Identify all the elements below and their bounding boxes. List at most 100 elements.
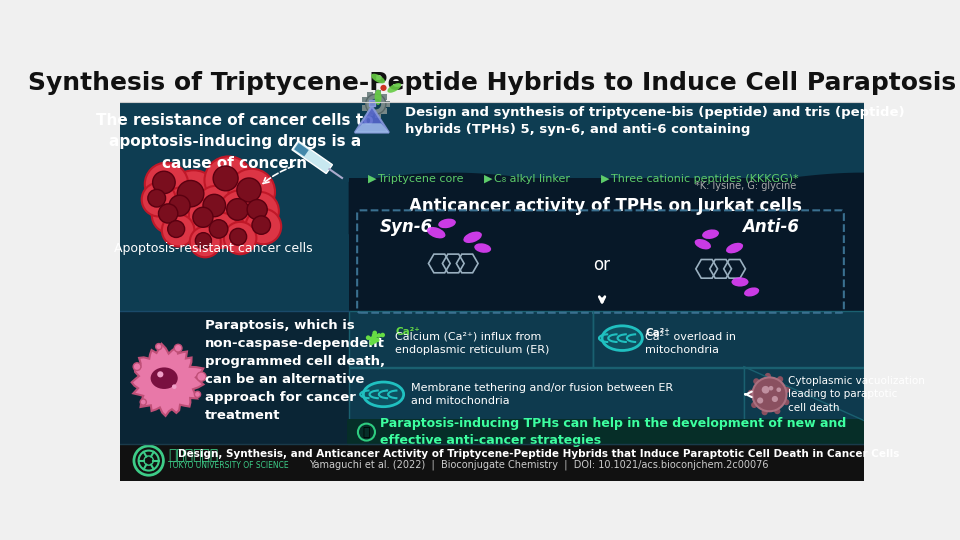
Circle shape (373, 334, 377, 338)
Circle shape (372, 339, 376, 344)
Circle shape (371, 99, 381, 110)
Ellipse shape (695, 239, 711, 249)
Circle shape (194, 392, 201, 397)
Circle shape (213, 166, 238, 191)
Ellipse shape (744, 287, 759, 296)
FancyBboxPatch shape (368, 92, 373, 98)
Text: Ca²⁺: Ca²⁺ (645, 328, 670, 338)
Text: Anti-6: Anti-6 (742, 218, 800, 235)
Circle shape (157, 372, 163, 377)
Text: Paraptosis-inducing TPHs can help in the development of new and
effective anti-c: Paraptosis-inducing TPHs can help in the… (380, 417, 847, 447)
FancyBboxPatch shape (348, 178, 864, 444)
Ellipse shape (438, 219, 456, 228)
Circle shape (765, 373, 771, 379)
Circle shape (774, 408, 780, 414)
Text: Cytoplasmic vacuolization
leading to paraptotic
cell death: Cytoplasmic vacuolization leading to par… (788, 376, 924, 413)
FancyBboxPatch shape (744, 368, 864, 421)
Circle shape (370, 341, 373, 346)
Circle shape (203, 194, 226, 217)
Circle shape (158, 204, 178, 223)
Text: Design and synthesis of triptycene-bis (peptide) and tris (peptide)
hybrids (TPH: Design and synthesis of triptycene-bis (… (405, 106, 905, 136)
FancyBboxPatch shape (374, 112, 381, 118)
Circle shape (380, 333, 385, 338)
FancyBboxPatch shape (381, 94, 387, 100)
Circle shape (168, 170, 219, 221)
FancyBboxPatch shape (381, 108, 387, 114)
Circle shape (162, 214, 194, 247)
Circle shape (783, 399, 789, 405)
Text: Calcium (Ca²⁺) influx from
endoplasmic reticulum (ER): Calcium (Ca²⁺) influx from endoplasmic r… (396, 332, 549, 355)
Text: Synthesis of Triptycene-Peptide Hybrids to Induce Cell Paraptosis: Synthesis of Triptycene-Peptide Hybrids … (28, 71, 956, 95)
Ellipse shape (427, 227, 445, 238)
Text: Ca²⁺ overload in
mitochondria: Ca²⁺ overload in mitochondria (645, 332, 736, 355)
Circle shape (240, 192, 278, 231)
Text: ▶: ▶ (484, 174, 492, 184)
Circle shape (366, 335, 371, 340)
Text: Membrane tethering and/or fusion between ER
and mitochondria: Membrane tethering and/or fusion between… (411, 383, 673, 406)
Text: 東京理科大学: 東京理科大学 (168, 448, 218, 462)
Circle shape (376, 333, 381, 338)
Text: C₈ alkyl linker: C₈ alkyl linker (494, 174, 570, 184)
Circle shape (193, 207, 213, 227)
Circle shape (133, 363, 141, 370)
Circle shape (369, 336, 373, 341)
Circle shape (142, 183, 176, 217)
Text: Yamaguchi et al. (2022)  |  Bioconjugate Chemistry  |  DOI: 10.1021/acs.bioconjc: Yamaguchi et al. (2022) | Bioconjugate C… (309, 460, 768, 470)
Circle shape (372, 338, 377, 342)
Circle shape (175, 345, 182, 352)
FancyBboxPatch shape (374, 90, 381, 97)
Ellipse shape (726, 243, 743, 253)
Circle shape (190, 226, 221, 257)
Circle shape (178, 180, 204, 207)
Circle shape (772, 396, 778, 402)
FancyBboxPatch shape (369, 100, 375, 106)
Circle shape (372, 335, 375, 340)
Ellipse shape (474, 244, 492, 253)
FancyBboxPatch shape (348, 311, 592, 367)
FancyBboxPatch shape (120, 444, 864, 481)
Text: Design, Synthesis, and Anticancer Activity of Triptycene-Peptide Hybrids that In: Design, Synthesis, and Anticancer Activi… (178, 449, 900, 458)
FancyBboxPatch shape (348, 368, 744, 421)
Ellipse shape (732, 278, 749, 287)
Circle shape (761, 409, 768, 415)
Circle shape (227, 199, 249, 220)
Circle shape (162, 187, 203, 227)
Circle shape (219, 190, 261, 232)
Circle shape (224, 222, 256, 254)
FancyBboxPatch shape (363, 105, 369, 111)
FancyBboxPatch shape (383, 101, 390, 107)
Circle shape (751, 402, 757, 408)
FancyBboxPatch shape (363, 97, 369, 104)
Circle shape (237, 178, 261, 202)
Circle shape (777, 376, 783, 382)
Polygon shape (348, 173, 864, 234)
Circle shape (172, 384, 177, 389)
FancyBboxPatch shape (592, 311, 864, 367)
Circle shape (784, 387, 790, 393)
Circle shape (375, 338, 379, 342)
Circle shape (195, 233, 211, 249)
Ellipse shape (702, 230, 719, 239)
FancyBboxPatch shape (120, 102, 348, 311)
Circle shape (209, 220, 228, 238)
Circle shape (748, 390, 754, 396)
FancyBboxPatch shape (120, 65, 864, 102)
Circle shape (372, 330, 377, 335)
Ellipse shape (372, 73, 385, 84)
Ellipse shape (151, 367, 178, 389)
Text: Syn-6: Syn-6 (380, 218, 433, 235)
Circle shape (366, 94, 386, 114)
Ellipse shape (388, 83, 401, 93)
Text: Anticancer activity of TPHs on Jurkat cells: Anticancer activity of TPHs on Jurkat ce… (410, 198, 803, 215)
Text: ▶: ▶ (601, 174, 609, 184)
Circle shape (246, 209, 281, 244)
Circle shape (153, 171, 175, 194)
Polygon shape (355, 123, 389, 132)
Text: The resistance of cancer cells to
apoptosis-inducing drugs is a
cause of concern: The resistance of cancer cells to apopto… (96, 112, 373, 171)
Circle shape (140, 399, 146, 405)
FancyBboxPatch shape (120, 311, 348, 444)
Text: Triptycene core: Triptycene core (378, 174, 464, 184)
Ellipse shape (374, 90, 381, 105)
Circle shape (761, 386, 770, 394)
Ellipse shape (464, 232, 482, 243)
